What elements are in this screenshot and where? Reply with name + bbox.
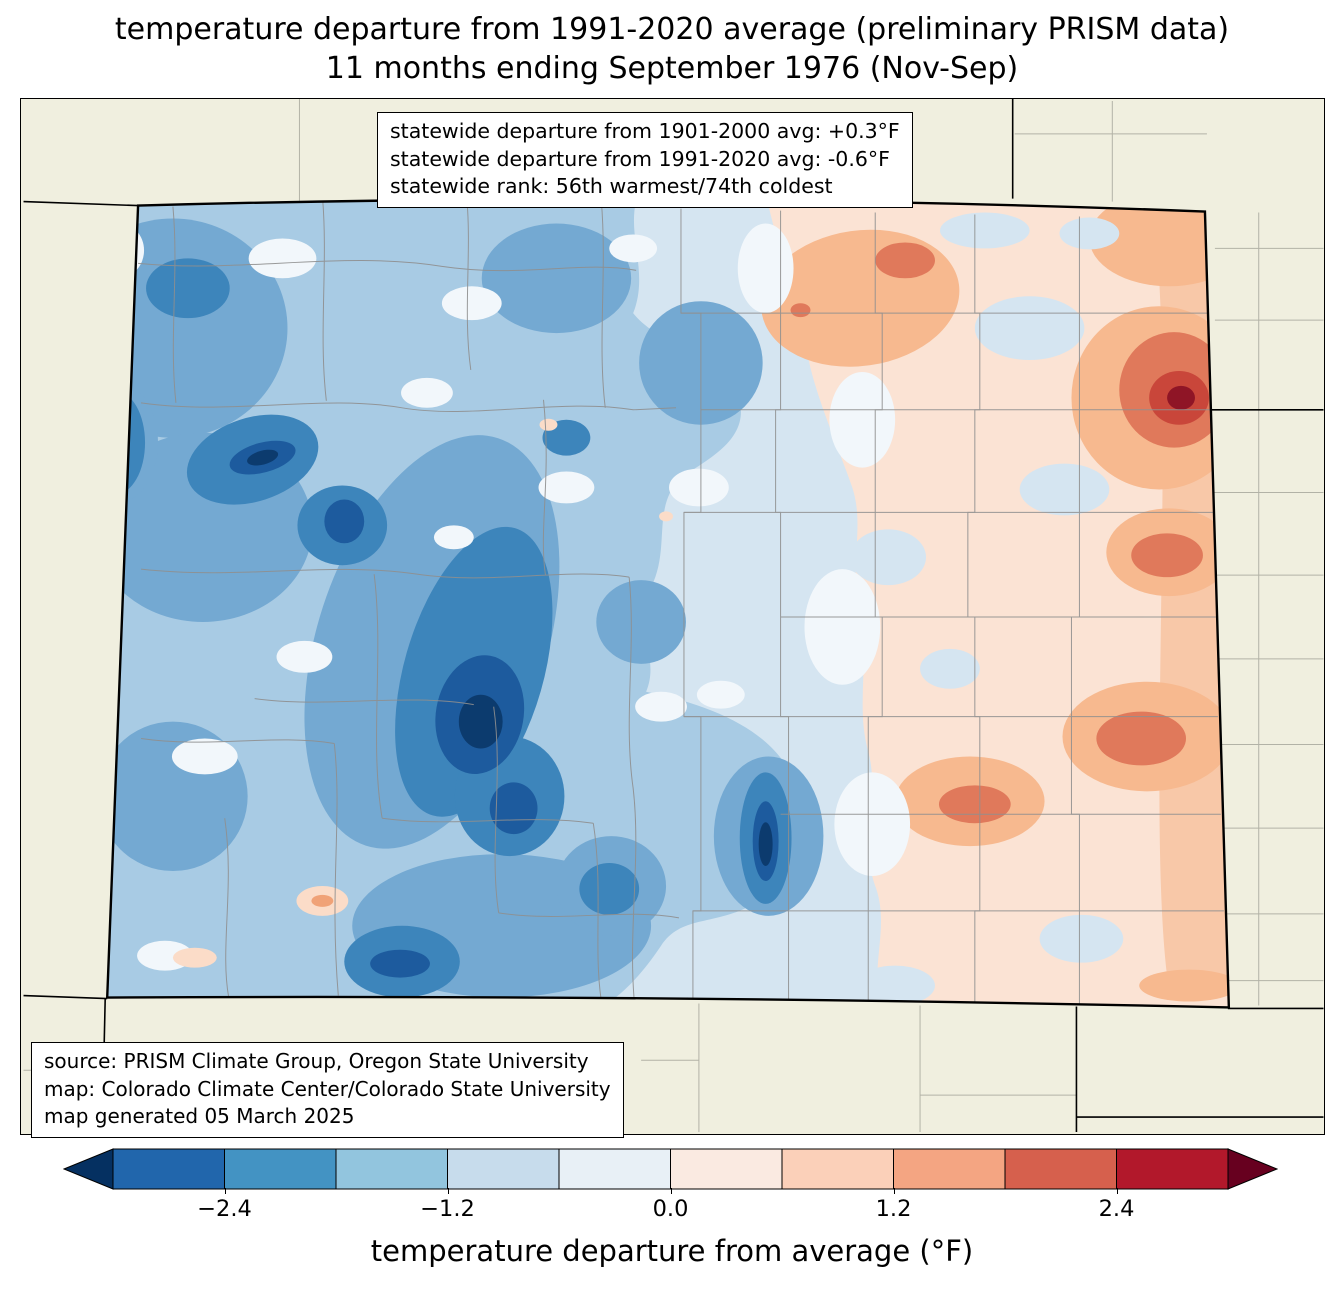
colorbar-segment [781, 1148, 895, 1190]
source-info-box: source: PRISM Climate Group, Oregon Stat… [31, 1042, 624, 1138]
map-credit-line: map: Colorado Climate Center/Colorado St… [44, 1076, 611, 1101]
colorbar-tick-label: 2.4 [1098, 1196, 1135, 1222]
generated-date-line: map generated 05 March 2025 [44, 1104, 355, 1128]
title-line-1: temperature departure from 1991-2020 ave… [114, 12, 1230, 47]
colorbar-segment [1116, 1148, 1229, 1190]
title-line-2: 11 months ending September 1976 (Nov-Sep… [325, 51, 1019, 86]
colorbar: −2.4 −1.2 0.0 1.2 2.4 temperature departure … [0, 1140, 1344, 1299]
colorbar-tick-mark [893, 1188, 895, 1194]
page-title: temperature departure from 1991-2020 ave… [0, 10, 1344, 88]
colorbar-tick-label: 1.2 [875, 1196, 912, 1222]
county-lines [138, 199, 1224, 1006]
colorbar-segment [335, 1148, 449, 1190]
colorbar-segment [112, 1148, 226, 1190]
colorbar-tick-mark [224, 1188, 226, 1194]
colorbar-tick-mark [670, 1188, 672, 1194]
colorbar-segment [670, 1148, 783, 1190]
colorbar-gradient [63, 1148, 1278, 1190]
colorbar-segment [224, 1148, 337, 1190]
colorbar-segment [447, 1148, 560, 1190]
temperature-contours [107, 199, 1229, 1008]
colorbar-segment [558, 1148, 672, 1190]
colorbar-tick-mark [447, 1188, 449, 1194]
source-line: source: PRISM Climate Group, Oregon Stat… [44, 1049, 589, 1073]
stat-departure-1991-2020: statewide departure from 1991-2020 avg: … [390, 146, 890, 171]
colorado-temperature-map [23, 99, 1324, 1132]
statewide-stats-box: statewide departure from 1901-2000 avg: … [377, 112, 913, 208]
colorbar-tick-label: 0.0 [652, 1196, 689, 1222]
colorbar-tick-label: −1.2 [420, 1196, 475, 1222]
colorbar-segment [893, 1148, 1006, 1190]
stat-departure-1901-2000: statewide departure from 1901-2000 avg: … [390, 119, 900, 143]
colorbar-tick-mark [1116, 1188, 1118, 1194]
stat-rank: statewide rank: 56th warmest/74th coldes… [390, 174, 833, 198]
neighbor-county-lines [23, 99, 1324, 1132]
colorbar-axis-label: temperature departure from average (°F) [370, 1234, 974, 1268]
colorbar-segment [1004, 1148, 1118, 1190]
colorbar-segment [1227, 1148, 1278, 1190]
colorbar-segment [63, 1148, 114, 1190]
colorbar-tick-label: −2.4 [197, 1196, 252, 1222]
map-area: statewide departure from 1901-2000 avg: … [20, 98, 1325, 1138]
